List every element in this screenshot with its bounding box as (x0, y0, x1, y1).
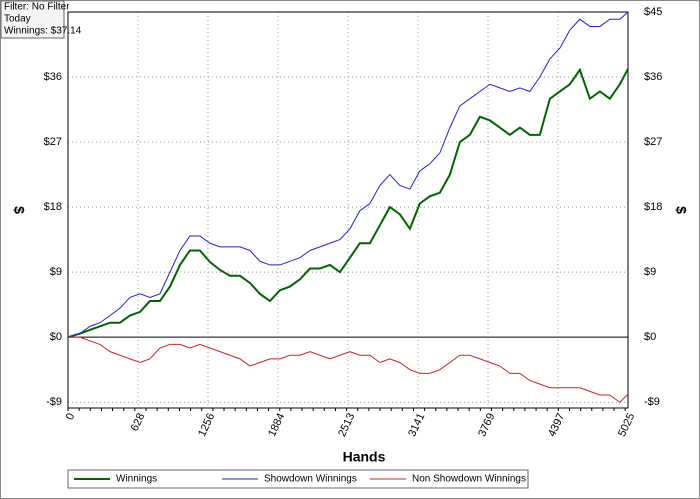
info-text: Filter: No Filter (4, 2, 70, 13)
legend-box (67, 469, 529, 489)
series-line (67, 11, 629, 338)
legend-label: Showdown Winnings (264, 474, 357, 485)
y2-tick-label: $45 (644, 6, 662, 18)
info-box (0, 0, 65, 39)
plot-border (67, 11, 629, 409)
y2-tick-label: $0 (644, 331, 656, 343)
y-tick-label: $9 (50, 266, 62, 278)
x-tick-label: 0 (64, 411, 77, 422)
y-axis-label: $ (11, 206, 27, 214)
y2-axis-label: $ (673, 206, 689, 214)
y-tick-label: $18 (44, 201, 62, 213)
info-text: Today (4, 14, 31, 25)
y2-tick-label: -$9 (644, 396, 660, 408)
y2-tick-label: $9 (644, 266, 656, 278)
x-axis-label: Hands (343, 449, 386, 465)
series-line (68, 336, 629, 403)
plot-area (67, 11, 629, 409)
y2-tick-label: $27 (644, 136, 662, 148)
legend-label: Non Showdown Winnings (412, 474, 526, 485)
y2-tick-label: $36 (644, 71, 662, 83)
y-tick-label: $36 (44, 71, 62, 83)
y-tick-label: -$9 (46, 396, 62, 408)
info-text: Winnings: $37.14 (4, 26, 82, 37)
legend-label: Winnings (116, 474, 157, 485)
y-tick-label: $0 (50, 331, 62, 343)
y-tick-label: $27 (44, 136, 62, 148)
series-line (67, 67, 629, 339)
y2-tick-label: $18 (644, 201, 662, 213)
